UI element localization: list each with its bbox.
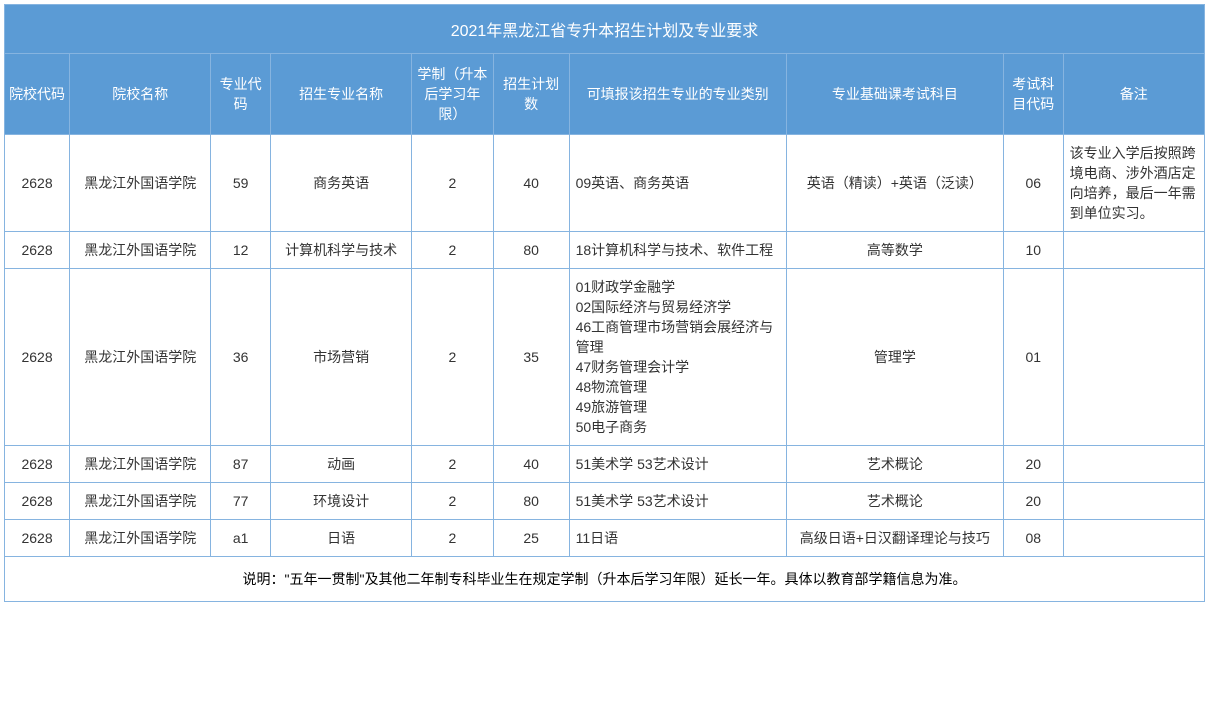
- cell-major_code: 36: [211, 269, 271, 446]
- cell-study_years: 2: [412, 232, 493, 269]
- cell-remark: 该专业入学后按照跨境电商、涉外酒店定向培养，最后一年需到单位实习。: [1063, 135, 1204, 232]
- cell-remark: [1063, 446, 1204, 483]
- header-major-name: 招生专业名称: [271, 54, 412, 135]
- cell-major_name: 市场营销: [271, 269, 412, 446]
- cell-category: 11日语: [569, 520, 786, 557]
- cell-plan_count: 35: [493, 269, 569, 446]
- table-header-row: 院校代码 院校名称 专业代码 招生专业名称 学制（升本后学习年限） 招生计划数 …: [5, 54, 1205, 135]
- header-study-years: 学制（升本后学习年限）: [412, 54, 493, 135]
- cell-school_code: 2628: [5, 446, 70, 483]
- cell-school_name: 黑龙江外国语学院: [70, 520, 211, 557]
- cell-category: 18计算机科学与技术、软件工程: [569, 232, 786, 269]
- cell-major_code: 12: [211, 232, 271, 269]
- cell-exam_subject: 高级日语+日汉翻译理论与技巧: [786, 520, 1003, 557]
- cell-major_name: 动画: [271, 446, 412, 483]
- table-footer-row: 说明："五年一贯制"及其他二年制专科毕业生在规定学制（升本后学习年限）延长一年。…: [5, 557, 1205, 602]
- cell-major_name: 商务英语: [271, 135, 412, 232]
- cell-school_code: 2628: [5, 483, 70, 520]
- table-row: 2628黑龙江外国语学院87动画24051美术学 53艺术设计艺术概论20: [5, 446, 1205, 483]
- header-exam-code: 考试科目代码: [1003, 54, 1063, 135]
- cell-exam_subject: 管理学: [786, 269, 1003, 446]
- cell-school_code: 2628: [5, 269, 70, 446]
- cell-major_code: 87: [211, 446, 271, 483]
- cell-remark: [1063, 269, 1204, 446]
- header-exam-subject: 专业基础课考试科目: [786, 54, 1003, 135]
- admission-plan-table: 2021年黑龙江省专升本招生计划及专业要求 院校代码 院校名称 专业代码 招生专…: [4, 4, 1205, 602]
- cell-school_code: 2628: [5, 520, 70, 557]
- cell-major_code: 77: [211, 483, 271, 520]
- admission-plan-table-container: 2021年黑龙江省专升本招生计划及专业要求 院校代码 院校名称 专业代码 招生专…: [4, 4, 1205, 602]
- header-category: 可填报该招生专业的专业类别: [569, 54, 786, 135]
- cell-study_years: 2: [412, 135, 493, 232]
- cell-study_years: 2: [412, 520, 493, 557]
- table-row: 2628黑龙江外国语学院77环境设计28051美术学 53艺术设计艺术概论20: [5, 483, 1205, 520]
- cell-exam_code: 01: [1003, 269, 1063, 446]
- header-plan-count: 招生计划数: [493, 54, 569, 135]
- cell-category: 51美术学 53艺术设计: [569, 446, 786, 483]
- cell-category: 01财政学金融学02国际经济与贸易经济学46工商管理市场营销会展经济与管理47财…: [569, 269, 786, 446]
- cell-plan_count: 25: [493, 520, 569, 557]
- cell-exam_code: 06: [1003, 135, 1063, 232]
- cell-exam_subject: 艺术概论: [786, 446, 1003, 483]
- cell-remark: [1063, 520, 1204, 557]
- cell-school_name: 黑龙江外国语学院: [70, 446, 211, 483]
- cell-school_name: 黑龙江外国语学院: [70, 269, 211, 446]
- cell-category: 51美术学 53艺术设计: [569, 483, 786, 520]
- footer-note: 说明："五年一贯制"及其他二年制专科毕业生在规定学制（升本后学习年限）延长一年。…: [5, 557, 1205, 602]
- cell-remark: [1063, 483, 1204, 520]
- cell-major_name: 环境设计: [271, 483, 412, 520]
- cell-study_years: 2: [412, 446, 493, 483]
- cell-major_name: 计算机科学与技术: [271, 232, 412, 269]
- cell-plan_count: 80: [493, 232, 569, 269]
- table-row: 2628黑龙江外国语学院a1日语22511日语高级日语+日汉翻译理论与技巧08: [5, 520, 1205, 557]
- header-remark: 备注: [1063, 54, 1204, 135]
- table-title-row: 2021年黑龙江省专升本招生计划及专业要求: [5, 5, 1205, 54]
- cell-exam_code: 20: [1003, 483, 1063, 520]
- cell-school_name: 黑龙江外国语学院: [70, 232, 211, 269]
- cell-exam_code: 08: [1003, 520, 1063, 557]
- table-row: 2628黑龙江外国语学院36市场营销23501财政学金融学02国际经济与贸易经济…: [5, 269, 1205, 446]
- header-school-code: 院校代码: [5, 54, 70, 135]
- cell-exam_subject: 艺术概论: [786, 483, 1003, 520]
- header-school-name: 院校名称: [70, 54, 211, 135]
- cell-school_code: 2628: [5, 232, 70, 269]
- table-row: 2628黑龙江外国语学院59商务英语24009英语、商务英语英语（精读）+英语（…: [5, 135, 1205, 232]
- cell-exam_subject: 高等数学: [786, 232, 1003, 269]
- cell-plan_count: 40: [493, 446, 569, 483]
- cell-category: 09英语、商务英语: [569, 135, 786, 232]
- cell-major_code: 59: [211, 135, 271, 232]
- table-row: 2628黑龙江外国语学院12计算机科学与技术28018计算机科学与技术、软件工程…: [5, 232, 1205, 269]
- cell-exam_code: 20: [1003, 446, 1063, 483]
- table-body: 2628黑龙江外国语学院59商务英语24009英语、商务英语英语（精读）+英语（…: [5, 135, 1205, 557]
- cell-study_years: 2: [412, 483, 493, 520]
- cell-major_name: 日语: [271, 520, 412, 557]
- header-major-code: 专业代码: [211, 54, 271, 135]
- table-title: 2021年黑龙江省专升本招生计划及专业要求: [5, 5, 1205, 54]
- cell-school_name: 黑龙江外国语学院: [70, 483, 211, 520]
- cell-plan_count: 80: [493, 483, 569, 520]
- cell-school_code: 2628: [5, 135, 70, 232]
- cell-remark: [1063, 232, 1204, 269]
- cell-exam_code: 10: [1003, 232, 1063, 269]
- cell-exam_subject: 英语（精读）+英语（泛读）: [786, 135, 1003, 232]
- cell-major_code: a1: [211, 520, 271, 557]
- cell-school_name: 黑龙江外国语学院: [70, 135, 211, 232]
- cell-study_years: 2: [412, 269, 493, 446]
- cell-plan_count: 40: [493, 135, 569, 232]
